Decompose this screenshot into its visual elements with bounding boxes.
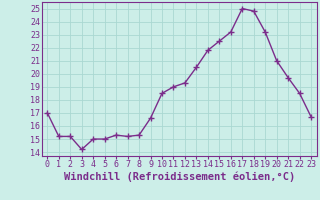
- X-axis label: Windchill (Refroidissement éolien,°C): Windchill (Refroidissement éolien,°C): [64, 172, 295, 182]
